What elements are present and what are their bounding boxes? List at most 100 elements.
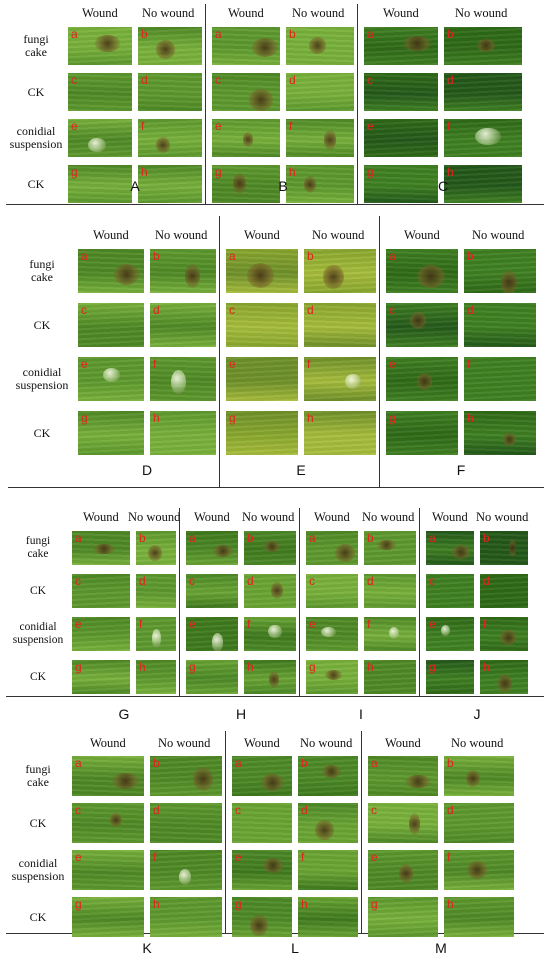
leaf-photo-g: g — [368, 897, 438, 937]
panel-tag-d: d — [247, 574, 254, 588]
lesion-spot — [377, 540, 396, 551]
lesion-spot — [155, 40, 176, 60]
panel-letter-a: A — [130, 178, 140, 194]
panel-separator — [219, 216, 221, 488]
leaf-photo-d: d — [304, 303, 376, 347]
panel-tag-a: a — [71, 27, 78, 41]
panel-tag-g: g — [389, 411, 396, 425]
lesion-spot — [233, 173, 247, 194]
leaf-photo-f: f — [464, 357, 536, 401]
panel-tag-b: b — [367, 531, 374, 545]
leaf-photo-a: a — [186, 531, 238, 565]
panel-tag-a: a — [75, 531, 82, 545]
panel-tag-c: c — [229, 303, 235, 317]
no-wound-column-header: No wound — [158, 736, 211, 750]
panel-tag-g: g — [309, 660, 316, 674]
lesion-spot — [184, 264, 200, 288]
panel-tag-c: c — [389, 303, 395, 317]
leaf-photo-c: c — [186, 574, 238, 608]
panel-tag-c: c — [309, 574, 315, 588]
lesion-spot — [324, 670, 343, 681]
leaf-photo-d: d — [150, 803, 222, 843]
leaf-photo-d: d — [444, 803, 514, 843]
leaf-photo-d: d — [464, 303, 536, 347]
lesion-spot — [324, 129, 337, 151]
leaf-photo-a: a — [364, 27, 438, 65]
row-label-conidial-suspension: conidial suspension — [12, 621, 64, 646]
panel-tag-e: e — [215, 119, 222, 133]
lesion-spot — [213, 544, 233, 558]
no-wound-column-header: No wound — [472, 228, 525, 242]
leaf-photo-g: g — [364, 165, 438, 203]
leaf-photo-f: f — [304, 357, 376, 401]
panel-tag-g: g — [75, 897, 82, 911]
panel-tag-g: g — [371, 897, 378, 911]
panel-tag-h: h — [247, 660, 254, 674]
leaf-photo-e: e — [78, 357, 144, 401]
panel-tag-b: b — [467, 249, 474, 263]
panel-tag-h: h — [483, 660, 490, 674]
panel-tag-h: h — [447, 165, 454, 179]
lesion-spot — [268, 624, 283, 639]
leaf-photo-h: h — [480, 660, 528, 694]
leaf-photo-g: g — [72, 660, 130, 694]
panel-tag-e: e — [71, 119, 78, 133]
panel-tag-g: g — [367, 165, 374, 179]
leaf-photo-e: e — [368, 850, 438, 890]
panel-tag-a: a — [75, 756, 82, 770]
panel-tag-d: d — [447, 73, 454, 87]
wound-column-header: Wound — [194, 510, 230, 524]
panel-separator — [179, 508, 181, 697]
lesion-spot — [148, 544, 162, 562]
lesion-spot — [503, 432, 517, 447]
leaf-photo-h: h — [138, 165, 202, 203]
leaf-photo-f: f — [286, 119, 354, 157]
panel-letter-m: M — [435, 940, 447, 956]
lesion-spot — [246, 263, 274, 289]
no-wound-column-header: No wound — [362, 510, 415, 524]
row-label-conidial-suspension: conidial suspension — [9, 124, 63, 151]
leaf-photo-c: c — [364, 73, 438, 111]
panel-tag-f: f — [447, 119, 451, 133]
panel-tag-d: d — [483, 574, 490, 588]
panel-tag-b: b — [247, 531, 254, 545]
lesion-spot — [260, 774, 284, 792]
leaf-photo-d: d — [298, 803, 358, 843]
panel-tag-c: c — [429, 574, 435, 588]
lesion-spot — [309, 37, 326, 54]
panel-tag-e: e — [367, 119, 374, 133]
panel-tag-c: c — [367, 73, 373, 87]
panel-tag-h: h — [153, 897, 160, 911]
leaf-photo-g: g — [186, 660, 238, 694]
lesion-spot — [409, 813, 421, 836]
leaf-photo-a: a — [306, 531, 358, 565]
no-wound-column-header: No wound — [292, 6, 345, 20]
no-wound-column-header: No wound — [451, 736, 504, 750]
panel-tag-a: a — [229, 249, 236, 263]
lesion-spot — [249, 915, 268, 936]
wound-column-header: Wound — [432, 510, 468, 524]
panel-letter-c: C — [437, 178, 449, 194]
panel-tag-d: d — [467, 303, 474, 317]
panel-tag-a: a — [189, 531, 196, 545]
lesion-spot — [87, 137, 106, 153]
leaf-photo-e: e — [226, 357, 298, 401]
lesion-spot — [211, 632, 224, 651]
lesion-spot — [112, 772, 140, 790]
panel-tag-g: g — [229, 411, 236, 425]
panel-tag-d: d — [153, 303, 160, 317]
panel-tag-d: d — [367, 574, 374, 588]
wound-column-header: Wound — [83, 510, 119, 524]
panel-tag-c: c — [189, 574, 195, 588]
leaf-photo-a: a — [226, 249, 298, 293]
leaf-photo-b: b — [298, 756, 358, 796]
leaf-photo-b: b — [444, 27, 522, 65]
leaf-photo-f: f — [480, 617, 528, 651]
row-label-ck: CK — [27, 176, 45, 191]
leaf-photo-h: h — [444, 897, 514, 937]
leaf-photo-f: f — [444, 850, 514, 890]
panel-tag-b: b — [307, 249, 314, 263]
leaf-photo-h: h — [364, 660, 416, 694]
leaf-photo-f: f — [244, 617, 296, 651]
panel-letter-d: D — [141, 462, 153, 478]
